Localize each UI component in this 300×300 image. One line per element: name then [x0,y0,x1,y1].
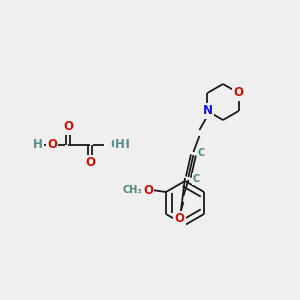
Text: C: C [193,174,200,184]
Text: CH₃: CH₃ [122,185,142,195]
Text: O: O [85,157,95,169]
Text: OH: OH [110,139,130,152]
Text: H: H [115,139,125,152]
Text: O: O [234,86,244,100]
Text: N: N [202,104,212,118]
Text: O: O [47,139,57,152]
Text: O: O [63,121,73,134]
Text: O: O [143,184,153,196]
Text: H: H [33,139,43,152]
Text: O: O [174,212,184,226]
Text: C: C [198,148,205,158]
